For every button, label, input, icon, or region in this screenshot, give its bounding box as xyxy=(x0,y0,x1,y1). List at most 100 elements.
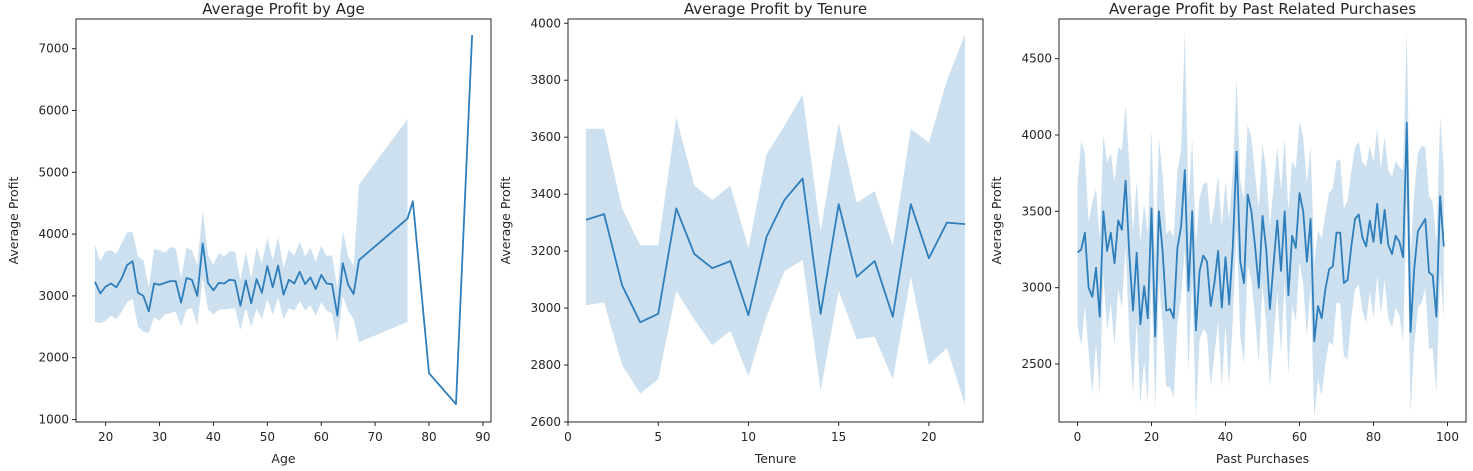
data-point xyxy=(1398,241,1400,243)
data-point xyxy=(1147,317,1149,319)
data-point xyxy=(838,203,840,205)
data-point xyxy=(309,276,311,278)
data-point xyxy=(1250,210,1252,212)
x-tick-label: 40 xyxy=(1218,430,1233,444)
data-point xyxy=(1225,256,1227,258)
data-point xyxy=(639,321,641,323)
data-point xyxy=(1402,256,1404,258)
data-point xyxy=(342,262,344,264)
data-point xyxy=(299,271,301,273)
data-point xyxy=(175,280,177,282)
data-point xyxy=(1088,287,1090,289)
data-point xyxy=(471,34,473,36)
y-tick-label: 3500 xyxy=(1021,204,1052,218)
data-point xyxy=(1132,310,1134,312)
data-point xyxy=(320,274,322,276)
data-point xyxy=(137,292,139,294)
chart-panel-1: 20 30 40 50 60 70 80 90 1000 2000 3000 4000 5000 6000… xyxy=(6,0,492,466)
y-tick-label: 1000 xyxy=(38,413,69,427)
data-point xyxy=(603,213,605,215)
y-tick-label: 2800 xyxy=(530,358,561,372)
data-point xyxy=(1173,317,1175,319)
data-point xyxy=(1095,267,1097,269)
data-point xyxy=(1262,215,1264,217)
y-tick-label: 3000 xyxy=(1021,281,1052,295)
data-point xyxy=(1350,246,1352,248)
y-tick-label: 7000 xyxy=(38,42,69,56)
data-point xyxy=(1339,232,1341,234)
data-point xyxy=(1077,252,1079,254)
data-point xyxy=(412,200,414,202)
data-point xyxy=(277,265,279,267)
data-point xyxy=(1247,194,1249,196)
data-point xyxy=(1421,224,1423,226)
y-tick-label: 2600 xyxy=(530,415,561,429)
data-point xyxy=(1317,305,1319,307)
data-point xyxy=(1435,316,1437,318)
data-point xyxy=(1221,307,1223,309)
data-point xyxy=(747,314,749,316)
data-point xyxy=(407,218,409,220)
data-point xyxy=(239,305,241,307)
data-point xyxy=(1106,250,1108,252)
data-point xyxy=(693,253,695,255)
data-point xyxy=(283,294,285,296)
data-point xyxy=(1139,323,1141,325)
data-point xyxy=(245,280,247,282)
data-point xyxy=(428,372,430,374)
data-point xyxy=(1191,210,1193,212)
data-point xyxy=(1336,232,1338,234)
data-point xyxy=(1162,250,1164,252)
data-point xyxy=(1258,287,1260,289)
data-point xyxy=(711,267,713,269)
data-point xyxy=(1376,203,1378,205)
data-point xyxy=(1373,241,1375,243)
data-point xyxy=(928,257,930,259)
data-point xyxy=(1169,308,1171,310)
data-point xyxy=(358,259,360,261)
data-point xyxy=(1213,282,1215,284)
data-point xyxy=(1195,329,1197,331)
data-point xyxy=(802,178,804,180)
data-point xyxy=(1151,207,1153,209)
data-point xyxy=(1306,261,1308,263)
chart-title: Average Profit by Age xyxy=(202,0,364,18)
x-tick-label: 80 xyxy=(421,430,436,444)
data-point xyxy=(272,286,274,288)
x-tick-label: 20 xyxy=(98,430,113,444)
data-point xyxy=(218,282,220,284)
data-point xyxy=(1324,288,1326,290)
data-point xyxy=(1091,296,1093,298)
axes-frame xyxy=(1058,18,1467,423)
data-point xyxy=(1206,261,1208,263)
data-point xyxy=(132,260,134,262)
data-point xyxy=(1184,169,1186,171)
data-point xyxy=(1310,218,1312,220)
data-point xyxy=(110,283,112,285)
data-point xyxy=(293,283,295,285)
data-point xyxy=(1321,317,1323,319)
data-point xyxy=(1099,316,1101,318)
data-point xyxy=(1313,340,1315,342)
data-point xyxy=(1358,213,1360,215)
data-point xyxy=(1084,232,1086,234)
data-point xyxy=(1236,151,1238,153)
data-point xyxy=(266,265,268,267)
data-point xyxy=(1114,262,1116,264)
data-point xyxy=(159,284,161,286)
data-point xyxy=(1117,220,1119,222)
y-tick-label: 5000 xyxy=(38,165,69,179)
data-point xyxy=(142,295,144,297)
y-axis-label: Average Profit xyxy=(6,176,21,264)
x-tick-label: 20 xyxy=(921,430,936,444)
x-tick-label: 20 xyxy=(1144,430,1159,444)
data-point xyxy=(196,295,198,297)
data-point xyxy=(946,222,948,224)
data-point xyxy=(1125,180,1127,182)
y-tick-label: 3200 xyxy=(530,244,561,258)
data-point xyxy=(180,302,182,304)
data-point xyxy=(304,283,306,285)
data-point xyxy=(621,284,623,286)
y-tick-label: 6000 xyxy=(38,103,69,117)
axes-frame xyxy=(75,18,492,423)
